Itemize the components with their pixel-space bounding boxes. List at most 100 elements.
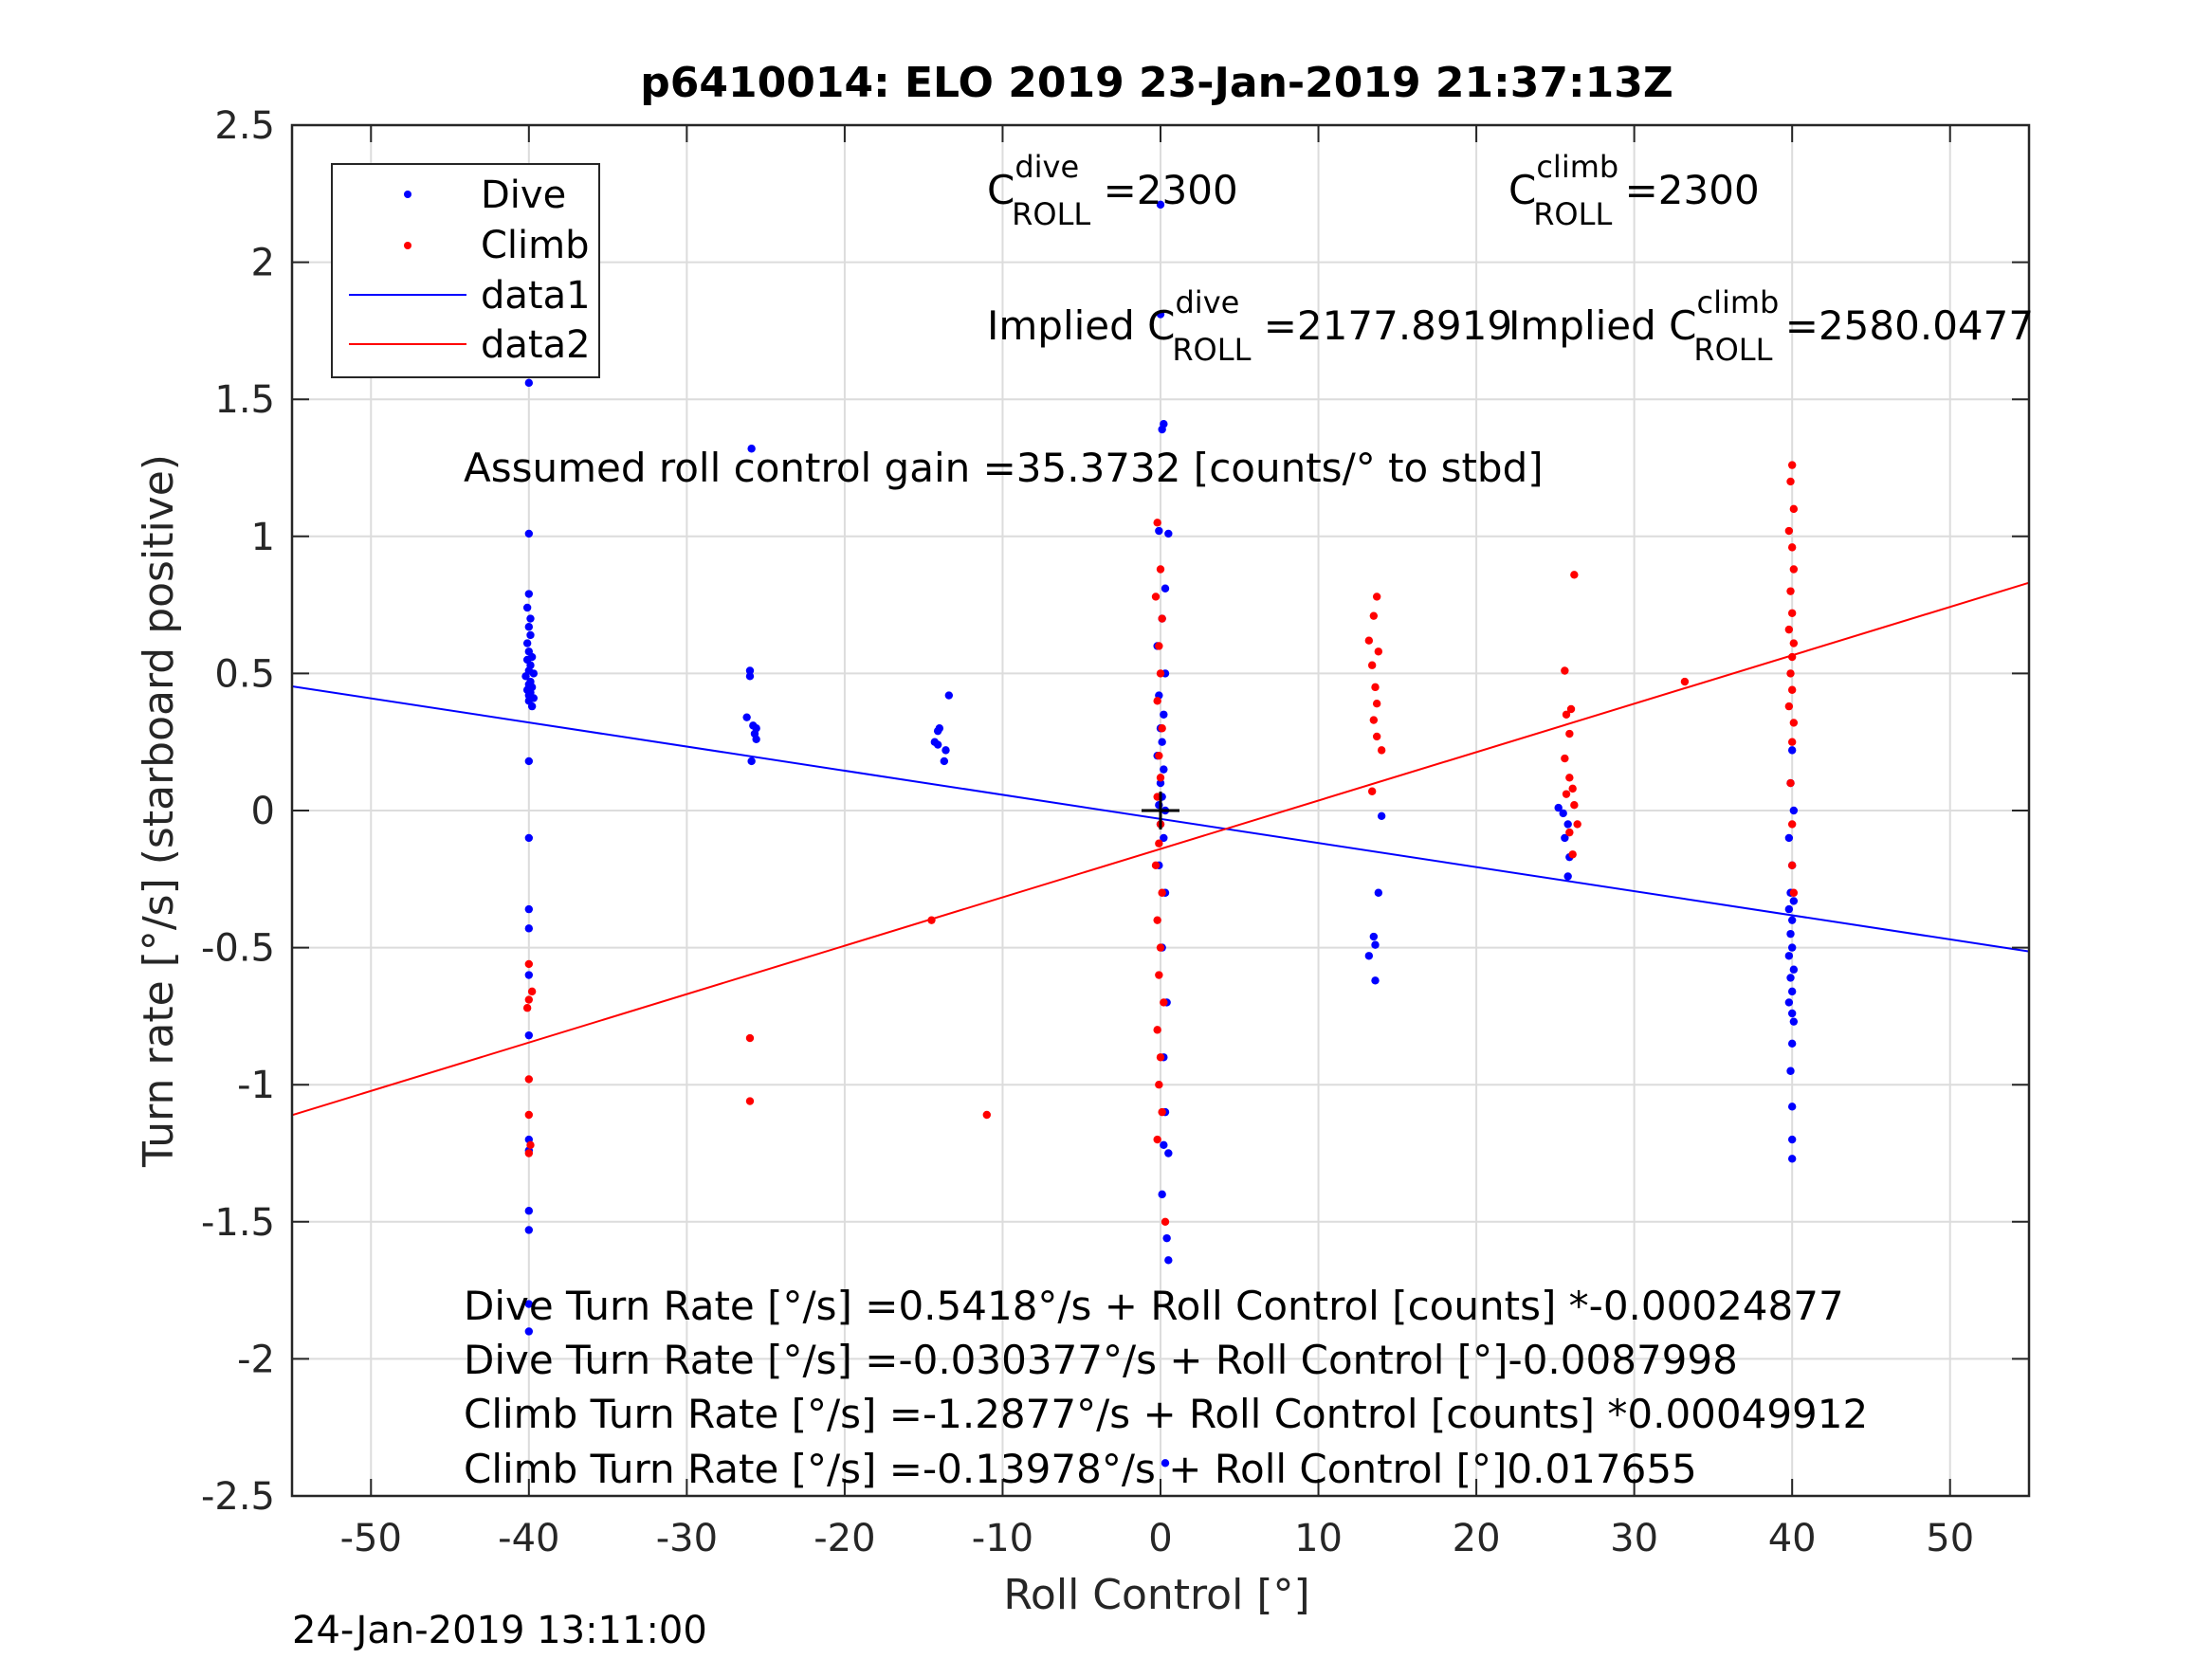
- equation-dive-degrees: Dive Turn Rate [°/s] =-0.030377°/s + Rol…: [464, 1337, 1738, 1383]
- point-dive: [524, 904, 534, 914]
- point-dive: [1786, 929, 1795, 939]
- point-climb: [524, 1110, 534, 1120]
- point-climb: [524, 1149, 534, 1158]
- y-tick-label: 1.5: [214, 378, 275, 422]
- x-tick-label: 50: [1926, 1517, 1974, 1560]
- point-climb: [1367, 661, 1377, 669]
- point-dive: [1161, 584, 1170, 592]
- point-climb: [1153, 1135, 1161, 1144]
- x-tick-label: 10: [1294, 1517, 1343, 1560]
- point-climb: [1784, 526, 1794, 536]
- origin-marker: [1142, 792, 1179, 830]
- point-climb: [1573, 820, 1581, 829]
- point-dive: [1164, 529, 1173, 538]
- point-dive: [524, 1226, 534, 1234]
- point-dive: [524, 833, 534, 843]
- point-climb: [1787, 861, 1797, 870]
- point-climb: [1789, 719, 1799, 727]
- legend-data2-label: data2: [481, 323, 591, 367]
- point-climb: [745, 1033, 755, 1043]
- point-climb: [1156, 774, 1165, 782]
- point-dive: [526, 614, 535, 623]
- point-dive: [1789, 1017, 1799, 1026]
- point-climb: [527, 987, 537, 996]
- point-dive: [1784, 952, 1794, 960]
- point-climb: [1369, 716, 1379, 724]
- point-climb: [1153, 916, 1161, 924]
- point-climb: [1364, 636, 1374, 645]
- point-dive: [1787, 1009, 1797, 1018]
- legend-data1-label: data1: [481, 274, 591, 318]
- point-climb: [927, 916, 936, 924]
- point-climb: [1156, 1053, 1165, 1062]
- legend-box: [331, 163, 600, 378]
- point-climb: [1787, 820, 1797, 829]
- point-climb: [1158, 888, 1166, 897]
- point-climb: [1155, 642, 1163, 650]
- legend-climb-label: Climb: [481, 224, 590, 267]
- axis-ticks: -50 -40 -30 -20 -10 0 10 20 30 40 50-2.5-2-1.5-1-0…: [201, 104, 2029, 1560]
- y-tick-label: -1.5: [201, 1201, 275, 1245]
- point-dive: [522, 603, 532, 612]
- point-dive: [522, 639, 532, 647]
- point-dive: [526, 630, 535, 640]
- point-dive: [524, 971, 534, 979]
- point-dive: [1561, 833, 1569, 843]
- point-climb: [982, 1110, 992, 1120]
- point-dive: [1787, 916, 1797, 924]
- point-dive: [1784, 833, 1794, 843]
- point-climb: [1570, 801, 1579, 810]
- point-climb: [1158, 724, 1166, 733]
- point-climb: [524, 959, 534, 969]
- point-climb: [1561, 754, 1569, 763]
- point-dive: [1156, 310, 1165, 319]
- point-climb: [1565, 774, 1574, 782]
- point-climb: [1787, 609, 1797, 617]
- point-dive: [524, 590, 534, 598]
- point-dive: [1786, 974, 1795, 982]
- point-climb: [1680, 677, 1690, 686]
- point-climb: [1161, 1217, 1170, 1227]
- x-axis-label: Roll Control [°]: [1003, 1571, 1309, 1619]
- point-dive: [944, 691, 954, 700]
- point-dive: [1787, 1039, 1797, 1048]
- point-dive: [524, 1327, 534, 1336]
- y-tick-label: 2.5: [214, 104, 275, 148]
- x-tick-label: -10: [972, 1517, 1033, 1560]
- point-dive: [1158, 425, 1166, 434]
- y-tick-label: 0: [251, 790, 275, 833]
- point-climb: [1156, 943, 1165, 952]
- c-roll-dive-annotation: Cdive ROLL =2300: [987, 149, 1238, 232]
- implied-c-roll-dive-annotation: Implied Cdive ROLL =2177.8919: [987, 284, 1512, 368]
- y-tick-label: 1: [251, 516, 275, 559]
- point-climb: [1151, 861, 1161, 870]
- point-dive: [524, 623, 534, 631]
- point-climb: [1155, 971, 1163, 979]
- point-climb: [1374, 647, 1383, 656]
- point-climb: [1787, 685, 1797, 694]
- point-climb: [1156, 565, 1165, 574]
- point-climb: [524, 1075, 534, 1084]
- point-dive: [1787, 746, 1797, 755]
- point-dive: [1164, 1149, 1173, 1158]
- point-dive: [1787, 943, 1797, 952]
- data-points: [521, 200, 1799, 1468]
- point-dive: [1784, 904, 1794, 914]
- point-climb: [524, 995, 534, 1004]
- y-tick-label: -1: [237, 1064, 275, 1107]
- point-dive: [1161, 1459, 1170, 1468]
- point-dive: [940, 757, 949, 766]
- point-climb: [522, 1004, 532, 1012]
- point-dive: [1787, 987, 1797, 996]
- x-tick-label: -40: [498, 1517, 559, 1560]
- x-tick-label: -30: [656, 1517, 718, 1560]
- point-climb: [1786, 587, 1795, 595]
- point-dive: [1156, 778, 1165, 788]
- point-dive: [524, 1207, 534, 1215]
- point-climb: [1151, 592, 1161, 601]
- point-dive: [1160, 710, 1168, 719]
- point-dive: [524, 1030, 534, 1040]
- point-dive: [745, 666, 755, 675]
- point-climb: [1158, 614, 1166, 623]
